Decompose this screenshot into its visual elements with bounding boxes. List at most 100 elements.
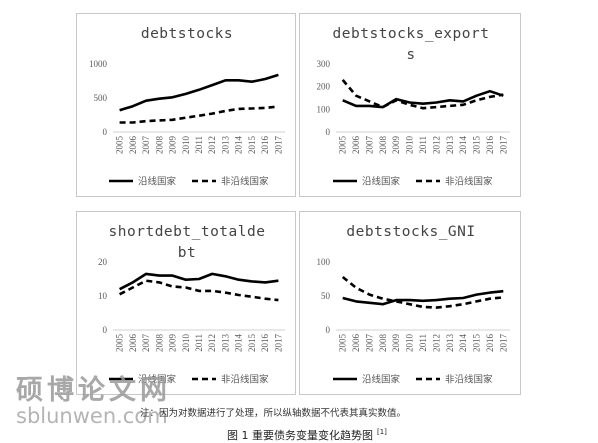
chart-title: debtstocks	[141, 26, 233, 42]
x-tick-label: 2010	[405, 136, 415, 155]
figure-note: 注：因为对数据进行了处理，所以纵轴数据不代表其真实数值。	[140, 408, 407, 419]
x-tick-label: 2008	[378, 136, 388, 155]
y-tick-label: 1000	[89, 59, 108, 69]
series-line-solid	[342, 289, 504, 306]
series-line-solid	[119, 272, 279, 291]
x-tick-label: 2011	[194, 136, 204, 154]
chart-title: debtstocks_GNI	[346, 224, 475, 240]
x-tick-label: 2009	[168, 334, 178, 353]
legend-label: 沿线国家	[138, 176, 177, 188]
x-tick-label: 2013	[220, 334, 230, 353]
chart-title-line: debtstocks_GNI	[346, 224, 475, 240]
y-tick-label: 500	[94, 93, 108, 103]
legend-label: 沿线国家	[138, 374, 177, 386]
series-line-solid	[119, 73, 279, 112]
chart-legend: 沿线国家 非沿线国家	[333, 176, 493, 188]
chart-panel-debtstocks-exports: debtstocks_export s 0 100 200 300 2005 2006 2007…	[299, 13, 521, 197]
chart-svg: debtstocks_GNI 0 50 100 2005 2006 2007 2008 2009…	[317, 224, 510, 386]
series-line-dashed	[341, 79, 504, 110]
x-tick-label: 2007	[364, 334, 374, 353]
chart-legend: 沿线国家 非沿线国家	[333, 374, 493, 386]
chart-panel-debtstocks-gni: debtstocks_GNI 0 50 100 2005 2006 2007 2008 2009…	[299, 211, 521, 395]
chart-title-line: bt	[178, 245, 196, 261]
x-tick-label: 2009	[168, 136, 178, 155]
x-tick-label: 2012	[431, 136, 441, 154]
x-tick-label: 2006	[351, 136, 361, 155]
x-tick-label: 2005	[338, 136, 348, 155]
x-tick-label: 2010	[181, 136, 191, 155]
watermark-url: sblunwen.com	[16, 404, 168, 428]
x-tick-label: 2012	[207, 334, 217, 352]
y-tick-label: 300	[317, 59, 331, 69]
y-tick-label: 10	[98, 291, 108, 301]
legend-label: 沿线国家	[362, 374, 401, 386]
chart-title-line: s	[406, 47, 415, 63]
x-tick-label: 2007	[364, 136, 374, 155]
x-tick-label: 2011	[418, 136, 428, 154]
x-tick-label: 2005	[338, 334, 348, 353]
x-tick-label: 2011	[194, 334, 204, 352]
x-tick-label: 2014	[458, 136, 468, 155]
x-tick-label: 2011	[418, 334, 428, 352]
x-tick-label: 2017	[498, 136, 508, 155]
x-tick-label: 2005	[115, 136, 125, 155]
series-line-dashed	[119, 105, 279, 124]
x-tick-label: 2013	[220, 136, 230, 155]
x-tick-label: 2016	[260, 334, 270, 353]
y-tick-label: 200	[317, 82, 331, 92]
x-tick-label: 2016	[260, 136, 270, 155]
x-tick-label: 2007	[141, 334, 151, 353]
x-tick-label: 2005	[115, 334, 125, 353]
legend-label: 非沿线国家	[221, 374, 269, 386]
x-tick-label: 2015	[247, 334, 257, 353]
x-tick-label: 2013	[445, 136, 455, 155]
x-tick-label: 2016	[485, 334, 495, 353]
caption-text: 图 1 重要债务变量变化趋势图	[227, 429, 373, 442]
figure-caption: 图 1 重要债务变量变化趋势图 [1]	[227, 427, 387, 443]
x-tick-label: 2006	[128, 136, 138, 155]
x-tick-label: 2013	[445, 334, 455, 353]
legend-label: 非沿线国家	[221, 176, 269, 188]
legend-label: 沿线国家	[362, 176, 401, 188]
y-tick-label: 20	[98, 257, 108, 267]
x-tick-label: 2015	[472, 136, 482, 155]
x-tick-label: 2009	[391, 334, 401, 353]
watermark-logo: 硕博论文网	[16, 375, 171, 406]
x-tick-label: 2017	[273, 136, 283, 155]
x-tick-label: 2017	[498, 334, 508, 353]
x-tick-label: 2010	[181, 334, 191, 353]
y-tick-label: 0	[103, 325, 108, 335]
x-tick-label: 2012	[431, 334, 441, 352]
chart-title-line: debtstocks_export	[333, 26, 490, 42]
legend-label: 非沿线国家	[445, 374, 493, 386]
x-tick-label: 2007	[141, 136, 151, 155]
x-tick-label: 2009	[391, 136, 401, 155]
x-tick-label: 2015	[472, 334, 482, 353]
y-tick-label: 100	[317, 104, 331, 114]
chart-legend: 沿线国家 非沿线国家	[109, 176, 269, 188]
y-tick-label: 0	[103, 127, 108, 137]
series-line-solid	[342, 89, 504, 109]
chart-title-line: shortdebt_totalde	[109, 224, 266, 240]
x-tick-label: 2006	[128, 334, 138, 353]
caption-ref: [1]	[377, 428, 387, 437]
x-tick-label: 2008	[154, 334, 164, 353]
x-tick-label: 2014	[234, 334, 244, 353]
x-tick-label: 2017	[273, 334, 283, 353]
y-tick-label: 0	[326, 325, 331, 335]
x-tick-label: 2012	[207, 136, 217, 154]
chart-title-line: debtstocks	[141, 26, 233, 42]
chart-panel-debtstocks: debtstocks 0 500 1000 2005 2006 2007 2008 2009 20…	[76, 13, 296, 197]
legend-label: 非沿线国家	[445, 176, 493, 188]
x-tick-label: 2006	[351, 334, 361, 353]
x-tick-label: 2016	[485, 136, 495, 155]
x-tick-label: 2008	[378, 334, 388, 353]
y-tick-label: 50	[321, 291, 331, 301]
x-tick-label: 2014	[458, 334, 468, 353]
